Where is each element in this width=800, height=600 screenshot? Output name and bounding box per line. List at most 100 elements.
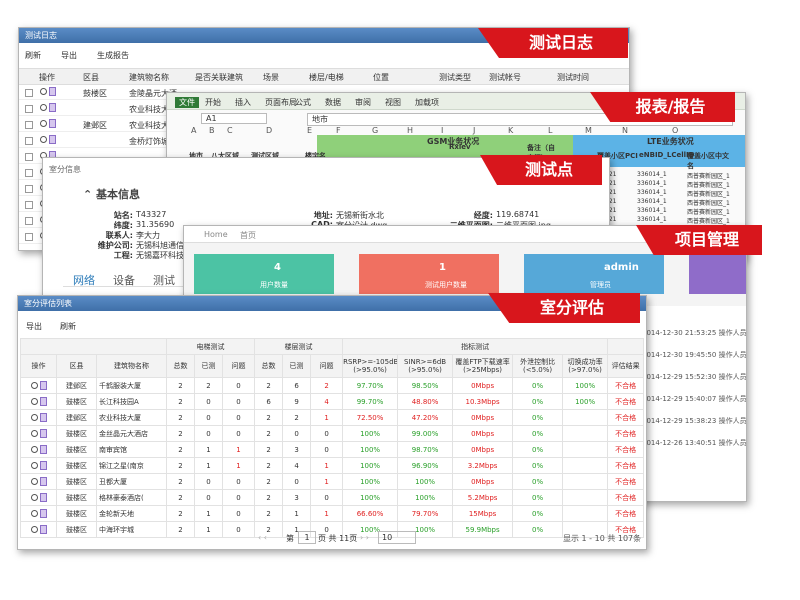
report-icon[interactable] [39, 525, 47, 534]
report-icon[interactable] [39, 429, 47, 438]
table-cell: 2 [166, 393, 196, 410]
checkbox[interactable] [25, 169, 33, 177]
table-cell: 2 [166, 489, 196, 506]
table-cell: 2 [254, 521, 284, 538]
checkbox[interactable] [25, 153, 33, 161]
checkbox[interactable] [25, 185, 33, 193]
report-icon[interactable] [39, 413, 47, 422]
table-row: 鼓楼区 丑都大厦 2 0 0 2 0 1 100% 100% 0Mbps 0% 不合格 [20, 473, 645, 490]
view-icon[interactable] [30, 462, 38, 469]
table-cell: 2 [254, 441, 284, 458]
table-cell: 金桥灯饰城 [129, 137, 169, 146]
table-cell [562, 489, 609, 506]
log-entry: 2014-12-26 13:40:51 操作人员: 欧祥麟 [642, 439, 747, 447]
ribbon-tab[interactable]: 加载项 [415, 98, 439, 107]
row-actions [20, 393, 57, 410]
column-header[interactable]: 总数 [254, 354, 284, 378]
column-header[interactable]: 区县 [56, 354, 97, 378]
view-icon[interactable] [30, 446, 38, 453]
breadcrumb[interactable]: Home [204, 230, 228, 239]
tab[interactable]: 设备 [113, 274, 135, 287]
toolbar-button[interactable]: 导出 [26, 322, 42, 331]
ribbon-tab[interactable]: 页面布局 [265, 98, 297, 107]
checkbox[interactable] [25, 105, 33, 113]
report-icon[interactable] [39, 477, 47, 486]
table-cell: 0Mbps [452, 473, 514, 490]
page-size[interactable]: 10 [378, 531, 416, 544]
table-row: 鼓楼区 中海环宇城 2 1 0 2 1 0 100% 100% 59.9Mbps 0% 不合格 [20, 521, 645, 538]
field-value: 119.68741 [496, 210, 540, 219]
table-cell: 0% [512, 409, 564, 426]
checkbox[interactable] [25, 201, 33, 209]
report-icon[interactable] [39, 381, 47, 390]
table-row: 建邺区 农业科技大厦 2 0 0 2 2 1 72.50% 47.20% 0Mbps 0% 不合格 [20, 409, 645, 426]
column-header[interactable]: 问题 [222, 354, 256, 378]
sheet-header: 覆盖小区PCI [597, 152, 638, 160]
column-header[interactable]: 已测 [282, 354, 312, 378]
column-header: 场景 [263, 73, 279, 82]
checkbox[interactable] [25, 121, 33, 129]
table-cell: 中海环宇城 [95, 521, 168, 538]
column-header: 测试时间 [557, 73, 589, 82]
report-icon[interactable] [39, 509, 47, 518]
column-header[interactable]: 建筑物名称 [95, 354, 168, 378]
ribbon-tab[interactable]: 文件 [175, 97, 199, 108]
ribbon-tab[interactable]: 公式 [295, 98, 311, 107]
checkbox[interactable] [25, 137, 33, 145]
tile-value: admin [604, 262, 639, 273]
report-icon[interactable] [39, 397, 47, 406]
breadcrumb[interactable]: 首页 [240, 231, 256, 240]
toolbar-button[interactable]: 导出 [61, 51, 77, 60]
toolbar-button[interactable]: 刷新 [25, 51, 41, 60]
checkbox[interactable] [25, 233, 33, 241]
checkbox[interactable] [25, 89, 33, 97]
ribbon-tab[interactable]: 审阅 [355, 98, 371, 107]
column-header[interactable]: 覆盖FTP下载速率 (>25Mbps) [452, 354, 514, 378]
table-cell: 2 [282, 409, 312, 426]
sheet-cell: 336014_1 [637, 207, 667, 214]
table-cell: 79.70% [397, 505, 454, 522]
table-cell: 鼓楼区 [56, 441, 97, 458]
table-cell: 96.90% [397, 457, 454, 474]
table-cell: 2 [254, 489, 284, 506]
column-header[interactable]: 总数 [166, 354, 196, 378]
ribbon-tab[interactable]: 插入 [235, 98, 251, 107]
checkbox[interactable] [25, 217, 33, 225]
view-icon[interactable] [30, 494, 38, 501]
report-icon[interactable] [39, 445, 47, 454]
log-entry: 2014-12-29 15:40:07 操作人员: 欧祥麟 [642, 395, 747, 403]
column-header[interactable]: 外泄控制比 (<5.0%) [512, 354, 564, 378]
view-icon[interactable] [30, 382, 38, 389]
table-cell: 0Mbps [452, 409, 514, 426]
column-header[interactable]: SINR>=6dB (>95.0%) [397, 354, 454, 378]
tab[interactable]: 测试 [153, 274, 175, 287]
report-icon[interactable] [39, 461, 47, 470]
ribbon-tab[interactable]: 开始 [205, 98, 221, 107]
table-cell: 0% [512, 425, 564, 442]
toolbar-button[interactable]: 生成报告 [97, 51, 129, 60]
column-header[interactable]: 问题 [310, 354, 344, 378]
tab[interactable]: 网络 [73, 274, 95, 287]
pager-input[interactable]: 1 [298, 531, 316, 544]
view-icon[interactable] [30, 430, 38, 437]
view-icon[interactable] [30, 398, 38, 405]
view-icon[interactable] [30, 414, 38, 421]
ribbon-tab[interactable]: 数据 [325, 98, 341, 107]
report-icon[interactable] [39, 493, 47, 502]
table-cell: 72.50% [342, 409, 399, 426]
ribbon-tab[interactable]: 视图 [385, 98, 401, 107]
view-icon[interactable] [30, 478, 38, 485]
view-icon[interactable] [30, 510, 38, 517]
table-cell: 0 [222, 489, 256, 506]
table-cell: 2 [254, 377, 284, 394]
toolbar-button[interactable]: 刷新 [60, 322, 76, 331]
column-header[interactable]: 评估结果 [607, 354, 645, 378]
group-header: 指标测试 [342, 338, 609, 355]
column-header[interactable]: RSRP>=-105dBm (>95.0%) [342, 354, 399, 378]
table-cell [562, 473, 609, 490]
view-icon[interactable] [30, 526, 38, 533]
column-header[interactable]: 已测 [194, 354, 224, 378]
table-cell: 不合格 [607, 489, 645, 506]
column-header[interactable]: 切换成功率 (>97.0%) [562, 354, 609, 378]
